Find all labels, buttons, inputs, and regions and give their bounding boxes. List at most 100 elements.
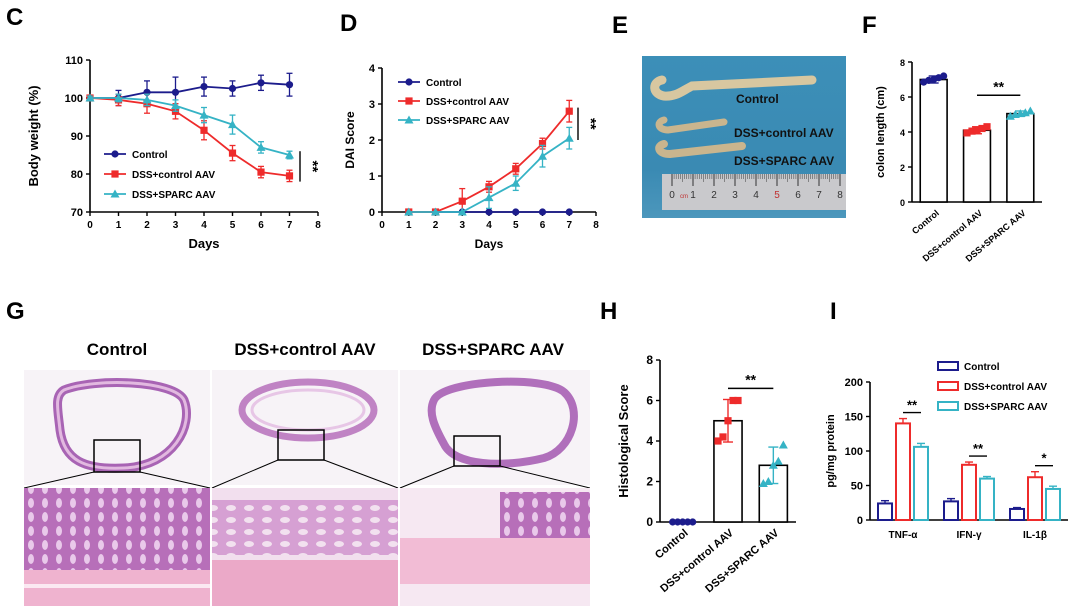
ruler-number: 0 (669, 190, 675, 201)
data-point (171, 88, 180, 96)
series-line (90, 97, 290, 156)
category-label: IL-1β (1023, 530, 1047, 541)
y-tick-label: 6 (646, 394, 653, 408)
bar (943, 500, 959, 521)
data-point (171, 101, 180, 110)
data-point (963, 129, 971, 137)
data-point (285, 172, 294, 180)
y-tick-label: 50 (851, 481, 863, 493)
legend-label: DSS+control AAV (132, 170, 215, 181)
y-tick-label: 8 (646, 353, 653, 367)
bar (919, 78, 948, 203)
data-point (724, 417, 732, 425)
x-tick-label: 6 (258, 220, 264, 231)
y-tick-label: 0 (857, 515, 863, 527)
colon-dss-sparc-sample (655, 140, 746, 159)
ruler-number: 7 (816, 190, 822, 201)
data-point (679, 518, 687, 526)
x-tick-label: 3 (459, 220, 465, 231)
legend-label: Control (964, 362, 1000, 373)
data-point (940, 72, 948, 80)
category-label: IFN-γ (957, 530, 982, 541)
data-point (978, 124, 986, 133)
data-point (404, 207, 414, 216)
legend-label: DSS+SPARC AAV (964, 402, 1048, 413)
y-tick-label: 0 (646, 515, 653, 529)
significance-label: ** (907, 398, 918, 413)
data-point (565, 208, 573, 216)
y-tick-label: 4 (900, 128, 905, 138)
data-point (512, 165, 520, 173)
data-point (228, 84, 237, 93)
significance-label: ** (993, 78, 1004, 94)
data-point (511, 178, 521, 187)
data-point (457, 207, 467, 216)
panel-letter-g: G (6, 298, 25, 325)
y-tick-label: 2 (369, 135, 375, 147)
y-tick-label: 2 (900, 163, 905, 173)
x-tick-label: 4 (201, 220, 207, 231)
x-tick-label: 1 (406, 220, 412, 231)
data-point (85, 93, 95, 102)
panel-letter-h: H (600, 298, 618, 325)
data-point (538, 208, 547, 216)
ruler-number: 2 (711, 190, 717, 201)
x-tick-label: 2 (433, 220, 439, 231)
y-tick-label: 150 (845, 412, 863, 424)
ruler-number: 5 (774, 190, 780, 201)
series-line (89, 97, 290, 177)
panel-letter-i: I (830, 298, 837, 325)
bar (961, 463, 977, 522)
chart-c: 0 1 2 3 4 5 6 7 8 70 80 90 100 110 Days Body weight (%)… (26, 55, 321, 251)
colon-dss-control-sample (655, 116, 728, 134)
data-point (538, 151, 547, 160)
legend-label: DSS+SPARC AAV (426, 116, 510, 127)
histology-grid (24, 370, 590, 606)
category-label: Control (653, 527, 691, 561)
data-point (228, 120, 237, 129)
legend-marker (404, 115, 414, 124)
category-label: Control (910, 208, 941, 236)
data-point (114, 93, 123, 102)
legend-label: DSS+control AAV (964, 382, 1047, 393)
panel-letter-f: F (862, 12, 877, 39)
y-tick-label: 100 (65, 93, 83, 105)
data-point (973, 126, 981, 134)
y-tick-label: 1 (369, 171, 375, 183)
y-tick-label: 90 (71, 131, 83, 143)
data-point (674, 518, 682, 526)
data-point (669, 518, 677, 526)
data-point (564, 133, 574, 142)
x-tick-label: 0 (379, 220, 385, 231)
colon-photo: 0 1 2 3 4 5 6 7 8 cm Control DSS+control AAV DSS+… (642, 56, 846, 218)
x-tick-label: 7 (287, 220, 293, 231)
data-point (228, 149, 237, 157)
photo-label-dss-control: DSS+control AAV (734, 126, 834, 140)
data-point (200, 126, 208, 134)
data-point (485, 208, 493, 216)
data-point (199, 110, 209, 119)
x-tick-label: 8 (593, 220, 599, 231)
y-tick-label: 4 (646, 434, 653, 448)
histology-title-dss-sparc: DSS+SPARC AAV (422, 340, 564, 359)
significance-label: ** (582, 118, 599, 130)
data-point (768, 460, 778, 469)
y-axis-label: DAI Score (343, 111, 357, 169)
panel-letter-d: D (340, 10, 358, 37)
y-axis-label: pg/mg protein (825, 414, 837, 488)
y-axis-label: Body weight (%) (26, 85, 41, 186)
legend-label: Control (426, 78, 462, 89)
y-axis-label: colon length (cm) (875, 86, 887, 178)
panel-letter-e: E (612, 12, 629, 39)
significance-label: ** (745, 371, 756, 387)
y-tick-label: 70 (71, 207, 83, 219)
y-tick-label: 0 (369, 207, 375, 219)
data-point (142, 95, 152, 104)
data-point (484, 193, 494, 202)
data-point (729, 396, 737, 405)
bar (895, 422, 911, 521)
data-point (458, 197, 466, 205)
ruler-number: 3 (732, 190, 738, 201)
histology-overview-dss-control (212, 370, 398, 485)
